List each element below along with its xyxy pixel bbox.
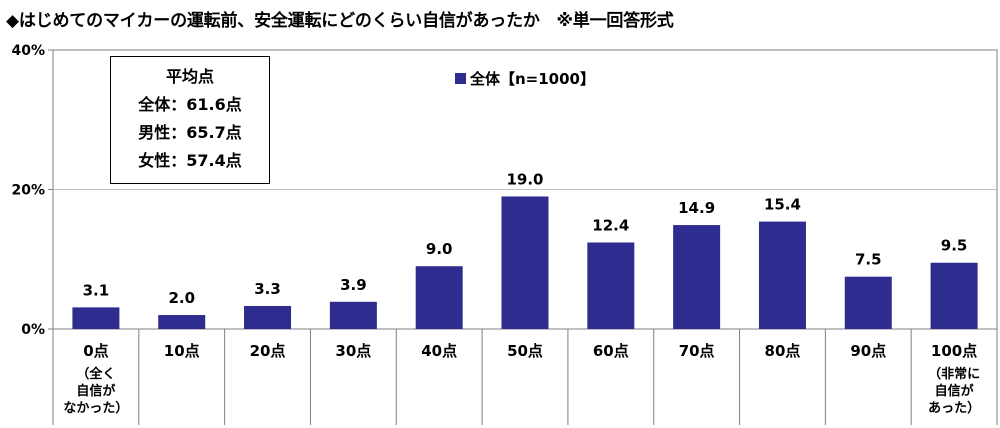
category-label: 10点 xyxy=(164,342,200,360)
category-label: 50点 xyxy=(507,342,543,360)
category-note: 自信が xyxy=(935,383,974,399)
category-label: 80点 xyxy=(765,342,801,360)
average-score-row-total: 全体：61.6点 xyxy=(138,95,242,114)
legend: 全体【n=1000】 xyxy=(455,68,595,89)
y-tick-label: 0% xyxy=(21,322,45,338)
bar-value-label: 9.5 xyxy=(941,237,968,255)
category-label: 90点 xyxy=(850,342,886,360)
legend-label: 全体【n=1000】 xyxy=(470,70,595,88)
category-note: なかった） xyxy=(63,400,128,416)
bar xyxy=(844,276,892,329)
y-tick-label: 40% xyxy=(11,43,45,59)
bar-value-label: 3.1 xyxy=(83,281,110,299)
category-label: 100点 xyxy=(931,342,977,360)
y-tick-label: 20% xyxy=(11,183,45,199)
bar xyxy=(758,221,806,329)
category-label: 0点 xyxy=(83,342,108,360)
category-label: 20点 xyxy=(250,342,286,360)
category-note: 自信が xyxy=(76,383,115,399)
bar xyxy=(72,307,120,329)
bar-value-label: 3.9 xyxy=(340,276,367,294)
bar xyxy=(415,266,463,329)
bar xyxy=(587,242,635,329)
bar xyxy=(244,305,292,329)
category-label: 40点 xyxy=(421,342,457,360)
category-label: 60点 xyxy=(593,342,629,360)
bar-value-label: 15.4 xyxy=(764,196,801,214)
average-score-row-male: 男性：65.7点 xyxy=(138,123,242,142)
category-label: 70点 xyxy=(679,342,715,360)
average-score-row-female: 女性：57.4点 xyxy=(138,151,242,170)
bar xyxy=(158,315,206,329)
bar-value-label: 9.0 xyxy=(426,240,453,258)
chart-title: ◆はじめてのマイカーの運転前、安全運転にどのくらい自信があったか ※単一回答形式 xyxy=(6,11,674,31)
category-label: 30点 xyxy=(335,342,371,360)
bar-value-label: 14.9 xyxy=(678,199,715,217)
bar xyxy=(329,301,377,329)
category-note: （非常に xyxy=(928,366,980,382)
bar xyxy=(930,262,978,329)
bar-value-label: 7.5 xyxy=(855,251,882,269)
category-note: あった） xyxy=(928,400,980,416)
bar xyxy=(673,225,721,329)
average-score-heading: 平均点 xyxy=(165,67,214,86)
average-score-box: 平均点 全体：61.6点 男性：65.7点 女性：57.4点 xyxy=(110,56,270,184)
bar-value-label: 2.0 xyxy=(168,289,195,307)
bar-value-label: 19.0 xyxy=(506,170,543,188)
legend-swatch xyxy=(455,73,466,84)
category-note: （全く xyxy=(76,366,115,382)
bar-value-label: 3.3 xyxy=(254,280,281,298)
bar-value-label: 12.4 xyxy=(592,217,629,235)
bar xyxy=(501,196,549,329)
